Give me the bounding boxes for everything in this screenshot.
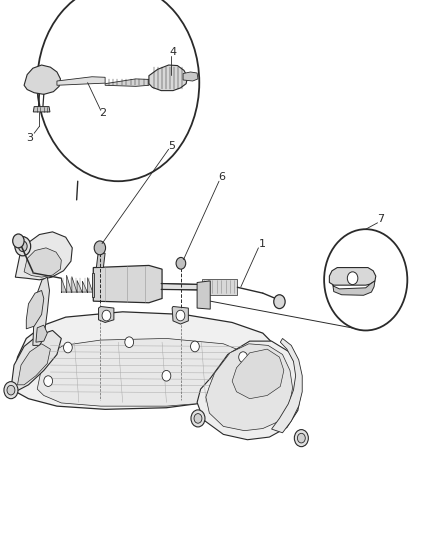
Circle shape — [347, 272, 358, 285]
Polygon shape — [33, 277, 49, 345]
Polygon shape — [93, 265, 162, 303]
Polygon shape — [36, 325, 47, 342]
Circle shape — [176, 257, 186, 269]
Polygon shape — [33, 107, 50, 112]
Circle shape — [18, 241, 27, 252]
Circle shape — [44, 376, 53, 386]
Circle shape — [15, 237, 31, 256]
Circle shape — [7, 385, 15, 395]
Polygon shape — [202, 279, 237, 295]
Circle shape — [239, 352, 247, 362]
Polygon shape — [11, 330, 61, 392]
Text: 2: 2 — [99, 108, 106, 118]
Polygon shape — [105, 79, 149, 86]
Polygon shape — [183, 72, 198, 81]
Polygon shape — [18, 344, 50, 385]
Circle shape — [125, 337, 134, 348]
Polygon shape — [197, 341, 301, 440]
Circle shape — [237, 380, 245, 391]
Circle shape — [4, 382, 18, 399]
Text: 7: 7 — [377, 214, 384, 223]
Circle shape — [297, 433, 305, 443]
Circle shape — [191, 341, 199, 352]
Polygon shape — [11, 312, 276, 409]
Circle shape — [37, 0, 199, 181]
Polygon shape — [57, 77, 105, 85]
Text: 4: 4 — [170, 47, 177, 56]
Polygon shape — [96, 253, 105, 268]
Polygon shape — [24, 248, 61, 277]
Circle shape — [162, 370, 171, 381]
Polygon shape — [329, 268, 376, 285]
Circle shape — [194, 414, 202, 423]
Polygon shape — [61, 275, 94, 293]
Polygon shape — [24, 65, 60, 94]
Polygon shape — [99, 306, 114, 322]
Polygon shape — [206, 344, 293, 431]
Polygon shape — [37, 338, 256, 406]
Polygon shape — [333, 281, 375, 295]
Circle shape — [191, 410, 205, 427]
Circle shape — [274, 295, 285, 309]
Polygon shape — [15, 232, 72, 280]
Text: 3: 3 — [26, 133, 33, 142]
Text: 5: 5 — [169, 141, 176, 150]
Circle shape — [64, 342, 72, 353]
Polygon shape — [232, 349, 284, 399]
Circle shape — [13, 234, 24, 248]
Circle shape — [176, 310, 185, 321]
Polygon shape — [92, 273, 94, 297]
Polygon shape — [272, 338, 302, 433]
Circle shape — [324, 229, 407, 330]
Polygon shape — [161, 284, 237, 290]
Circle shape — [294, 430, 308, 447]
Text: 6: 6 — [219, 173, 226, 182]
Polygon shape — [149, 65, 187, 91]
Polygon shape — [197, 281, 210, 309]
Polygon shape — [172, 306, 188, 324]
Circle shape — [94, 241, 106, 255]
Text: 1: 1 — [258, 239, 265, 249]
Circle shape — [102, 310, 111, 321]
Polygon shape — [26, 290, 44, 329]
